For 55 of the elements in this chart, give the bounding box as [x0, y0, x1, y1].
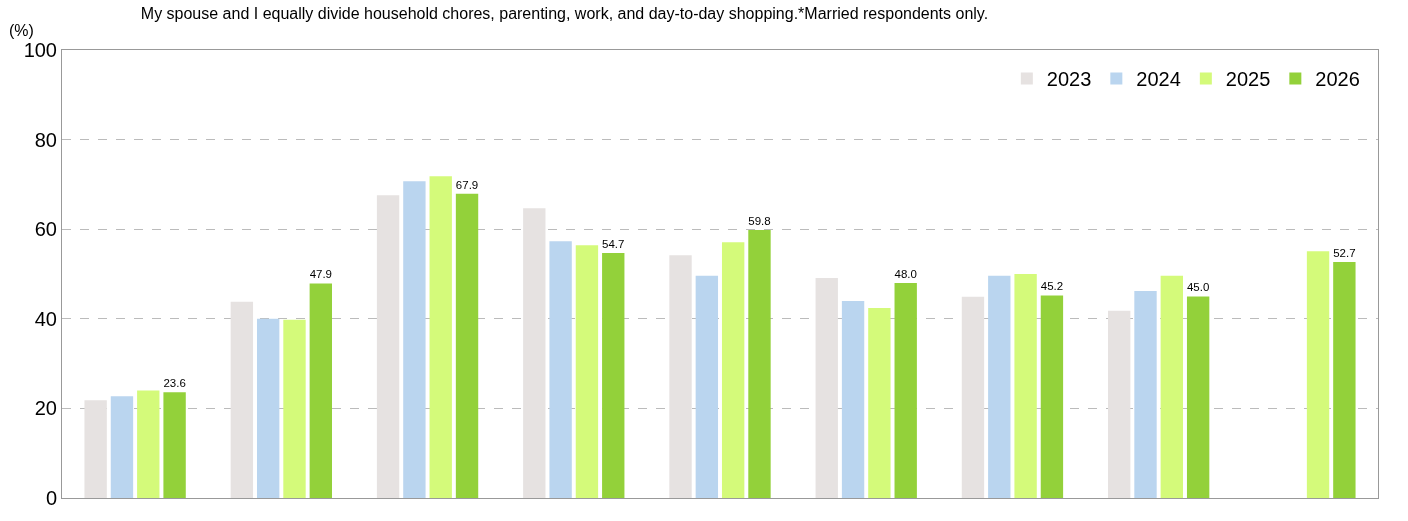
bar	[1040, 295, 1064, 498]
bar	[575, 245, 599, 498]
bar	[403, 181, 426, 498]
data-label: 45.2	[1040, 280, 1064, 293]
bar	[669, 255, 692, 498]
bar	[376, 195, 400, 498]
bar	[429, 176, 452, 498]
y-axis-title: (%)	[9, 22, 34, 39]
bar	[1306, 251, 1330, 498]
y-tick-label: 0	[45, 487, 57, 509]
legend-label: 2024	[1136, 68, 1181, 91]
bar	[988, 275, 1011, 498]
bar	[1333, 261, 1356, 498]
bar	[309, 283, 332, 498]
bar	[815, 278, 838, 498]
bar	[1134, 291, 1157, 498]
bar	[455, 193, 479, 498]
bar	[84, 400, 107, 498]
bar	[1108, 310, 1131, 498]
data-label: 45.0	[1186, 281, 1210, 294]
y-tick-label: 100	[23, 39, 57, 61]
bar	[894, 282, 917, 498]
bar	[868, 308, 891, 498]
bar	[163, 392, 186, 498]
legend-label: 2023	[1046, 68, 1092, 91]
data-label: 48.0	[894, 267, 917, 280]
bar	[961, 296, 985, 498]
y-tick-label: 80	[34, 128, 57, 151]
y-tick-label: 40	[34, 307, 57, 330]
data-label: 23.6	[163, 376, 186, 389]
bar	[695, 275, 719, 498]
bar	[721, 242, 745, 498]
bar	[137, 390, 160, 498]
bar	[1186, 296, 1210, 498]
chart-title: My spouse and I equally divide household chores, parenting, work, and day-to-day shopping.*Married respondents only.	[140, 5, 989, 23]
bar	[110, 396, 134, 498]
y-tick-label: 20	[34, 397, 57, 420]
bar	[256, 318, 280, 498]
bar	[748, 230, 771, 498]
data-label: 54.7	[602, 237, 625, 250]
data-label: 52.7	[1333, 246, 1356, 259]
data-label: 47.9	[309, 268, 332, 281]
bar	[1014, 274, 1037, 498]
data-label: 59.8	[748, 214, 771, 227]
bar	[1160, 275, 1184, 498]
y-tick-label: 60	[34, 218, 57, 241]
data-label: 67.9	[455, 178, 479, 191]
bar	[523, 208, 546, 498]
legend-label: 2026	[1315, 68, 1360, 91]
bar	[602, 252, 625, 498]
bar	[549, 241, 572, 498]
legend-label: 2025	[1225, 68, 1271, 91]
bar	[230, 301, 254, 498]
bar	[283, 319, 306, 498]
bar	[841, 300, 865, 498]
